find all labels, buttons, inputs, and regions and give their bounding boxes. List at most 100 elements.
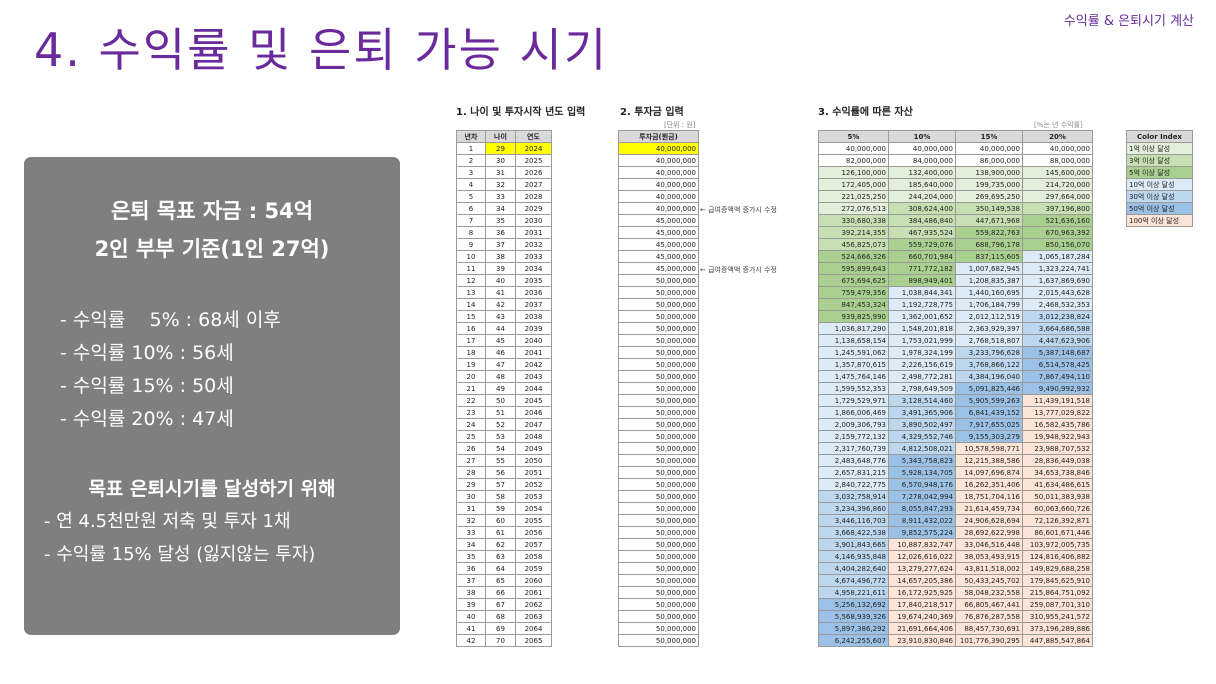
table-row: 40,000,000 (618, 166, 699, 179)
asset-5-cell: 5,256,132,692 (818, 598, 889, 611)
age-cell: 67 (485, 598, 516, 611)
year-no-cell: 34 (456, 538, 486, 551)
year-no-cell: 18 (456, 346, 486, 359)
year-no-cell: 39 (456, 598, 486, 611)
asset-20-cell: 3,012,238,824 (1022, 310, 1093, 323)
year-no-cell: 9 (456, 238, 486, 251)
asset-20-cell: 215,864,751,092 (1022, 586, 1093, 599)
asset-15-cell: 199,735,000 (955, 178, 1023, 191)
principal-cell: 50,000,000 (618, 502, 699, 515)
table-row: 82,000,000 84,000,000 86,000,000 88,000,000 (818, 154, 1093, 167)
goal-amount: 은퇴 목표 자금 : 54억 (110, 199, 314, 223)
year-cell: 2053 (515, 490, 552, 503)
asset-10-cell: 14,657,205,386 (888, 574, 956, 587)
table-row: 21 49 2044 (456, 382, 552, 395)
year-cell: 2049 (515, 442, 552, 455)
asset-15-cell: 269,695,250 (955, 190, 1023, 203)
year-cell: 2042 (515, 358, 552, 371)
asset-20-cell: 60,063,660,726 (1022, 502, 1093, 515)
table-row: 45,000,000 (618, 262, 699, 275)
year-cell: 2024 (515, 142, 552, 155)
salary-note: ← 급여증액액 증가시 수정 (700, 266, 777, 274)
table-row: 12 40 2035 (456, 274, 552, 287)
principal-cell: 50,000,000 (618, 550, 699, 563)
asset-20-cell: 521,636,160 (1022, 214, 1093, 227)
table-row: 3 31 2026 (456, 166, 552, 179)
age-cell: 52 (485, 418, 516, 431)
year-no-cell: 24 (456, 418, 486, 431)
rate-20: - 수익률 20% : 47세 (60, 408, 234, 430)
asset-10-cell: 3,128,514,460 (888, 394, 956, 407)
col-header-rate-15: 15% (955, 130, 1023, 143)
year-no-cell: 26 (456, 442, 486, 455)
table-row: 2,159,772,132 4,329,552,746 9,155,303,279 1… (818, 430, 1093, 443)
table-row: 50,000,000 (618, 550, 699, 563)
asset-20-cell: 373,196,289,886 (1022, 622, 1093, 635)
year-cell: 2035 (515, 274, 552, 287)
table-row: 4,674,496,772 14,657,205,386 50,433,245,70… (818, 574, 1093, 587)
asset-10-cell: 2,498,772,281 (888, 370, 956, 383)
year-no-cell: 36 (456, 562, 486, 575)
asset-5-cell: 595,899,643 (818, 262, 889, 275)
unit-label: [단위 : 원] (664, 121, 696, 129)
age-cell: 47 (485, 358, 516, 371)
asset-5-cell: 1,475,764,146 (818, 370, 889, 383)
age-cell: 61 (485, 526, 516, 539)
table-row: 1,357,870,615 2,226,156,619 3,768,866,122 6… (818, 358, 1093, 371)
age-cell: 54 (485, 442, 516, 455)
asset-15-cell: 5,905,599,263 (955, 394, 1023, 407)
asset-15-cell: 101,776,390,295 (955, 634, 1023, 647)
table-row: 50,000,000 (618, 442, 699, 455)
asset-10-cell: 1,192,728,775 (888, 298, 956, 311)
year-cell: 2030 (515, 214, 552, 227)
year-cell: 2055 (515, 514, 552, 527)
year-no-cell: 22 (456, 394, 486, 407)
asset-10-cell: 12,026,616,022 (888, 550, 956, 563)
asset-5-cell: 1,866,006,469 (818, 406, 889, 419)
table-row: 50,000,000 (618, 502, 699, 515)
principal-cell: 50,000,000 (618, 274, 699, 287)
year-cell: 2051 (515, 466, 552, 479)
table-row: 524,666,326 660,701,984 837,115,605 1,065,1… (818, 250, 1093, 263)
year-no-cell: 25 (456, 430, 486, 443)
table-row: 39 67 2062 (456, 598, 552, 611)
table-row: 50,000,000 (618, 538, 699, 551)
table-row: 272,076,513 308,624,400 350,149,538 397,196… (818, 202, 1093, 215)
asset-10-cell: 8,911,432,022 (888, 514, 956, 527)
asset-10-cell: 771,772,182 (888, 262, 956, 275)
asset-20-cell: 103,972,005,735 (1022, 538, 1093, 551)
asset-10-cell: 384,486,840 (888, 214, 956, 227)
asset-20-cell: 88,000,000 (1022, 154, 1093, 167)
table-row: 50,000,000 (618, 334, 699, 347)
col-header-age: 나이 (485, 130, 516, 143)
year-no-cell: 23 (456, 406, 486, 419)
year-cell: 2039 (515, 322, 552, 335)
table-row: 40 68 2063 (456, 610, 552, 623)
year-cell: 2048 (515, 430, 552, 443)
asset-5-cell: 82,000,000 (818, 154, 889, 167)
asset-20-cell: 850,156,070 (1022, 238, 1093, 251)
table-row: 50,000,000 (618, 274, 699, 287)
asset-5-cell: 330,680,338 (818, 214, 889, 227)
year-cell: 2029 (515, 202, 552, 215)
rate-5: - 수익률 5% : 68세 이후 (60, 309, 281, 331)
year-cell: 2033 (515, 250, 552, 263)
asset-5-cell: 939,825,990 (818, 310, 889, 323)
asset-20-cell: 23,988,707,532 (1022, 442, 1093, 455)
asset-10-cell: 244,204,000 (888, 190, 956, 203)
year-no-cell: 1 (456, 142, 486, 155)
asset-5-cell: 2,840,722,775 (818, 478, 889, 491)
table-row: 19 47 2042 (456, 358, 552, 371)
asset-15-cell: 5,091,825,446 (955, 382, 1023, 395)
table-row: 31 59 2054 (456, 502, 552, 515)
year-cell: 2043 (515, 370, 552, 383)
table-row: 759,479,356 1,038,844,341 1,440,160,695 2,0… (818, 286, 1093, 299)
age-cell: 69 (485, 622, 516, 635)
principal-cell: 50,000,000 (618, 286, 699, 299)
asset-20-cell: 4,447,623,906 (1022, 334, 1093, 347)
section-invest-title: 2. 투자금 입력 (620, 107, 684, 118)
year-no-cell: 40 (456, 610, 486, 623)
asset-10-cell: 5,928,134,705 (888, 466, 956, 479)
asset-10-cell: 898,949,401 (888, 274, 956, 287)
table-row: 172,405,000 185,640,000 199,735,000 214,720… (818, 178, 1093, 191)
